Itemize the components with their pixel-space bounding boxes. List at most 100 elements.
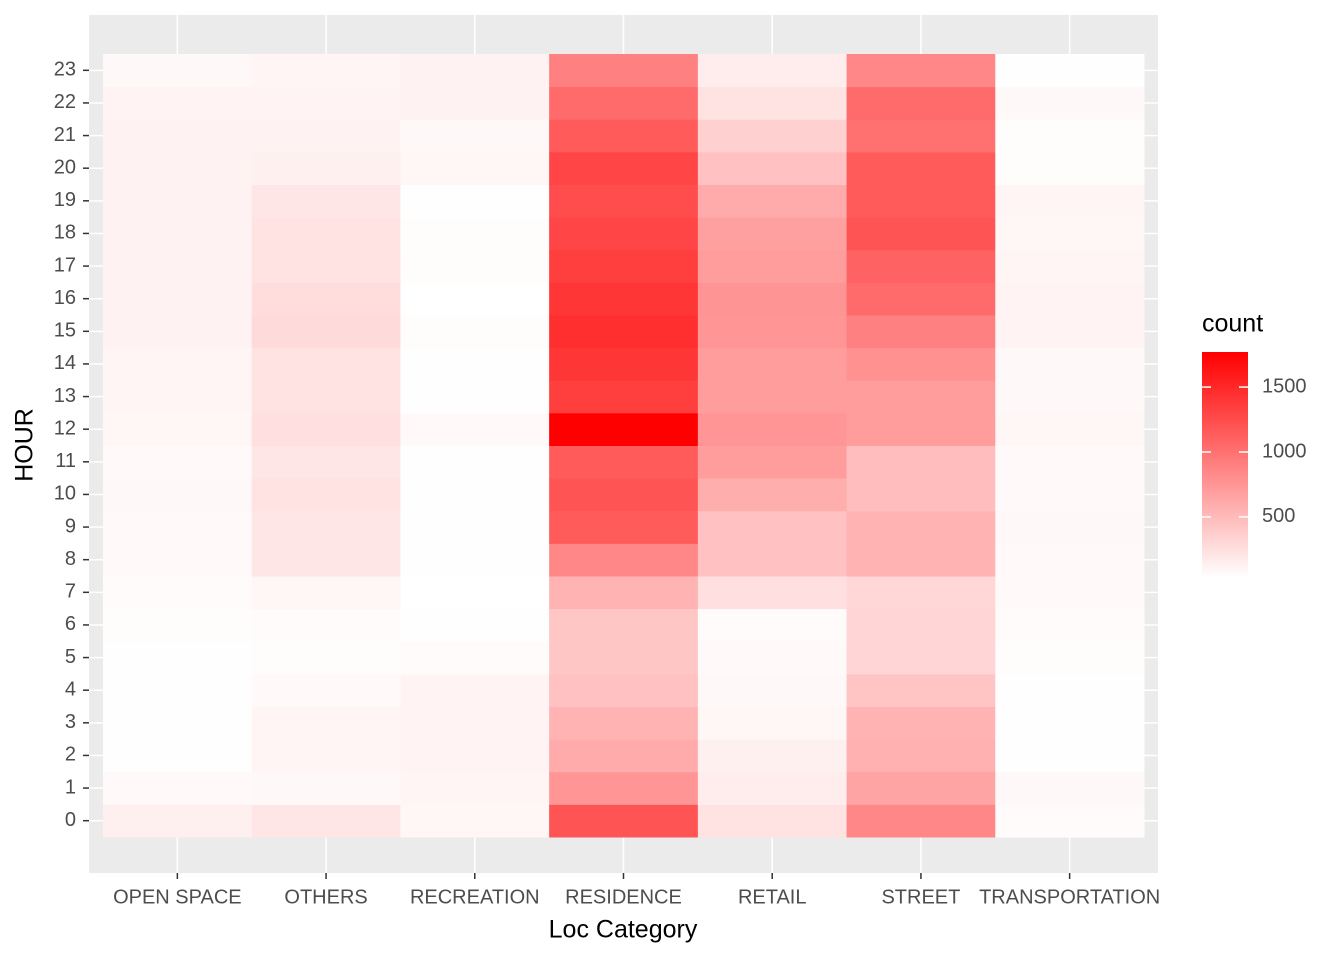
tile [103,706,253,740]
tile [400,804,550,838]
tile [549,217,699,251]
tile [846,771,996,805]
tile [400,86,550,120]
tile [549,608,699,642]
tile [400,706,550,740]
tile [251,249,401,283]
tile [995,445,1145,479]
legend-colorbar [1202,352,1248,578]
tile [251,380,401,414]
tile [103,641,253,675]
y-tick-label: 15 [54,320,76,342]
tile [400,445,550,479]
tile [251,543,401,577]
tile [995,706,1145,740]
tile [846,347,996,381]
tile [549,739,699,773]
legend-title: count [1202,310,1263,338]
tile [846,804,996,838]
tile [400,282,550,316]
tile [995,641,1145,675]
tile [251,739,401,773]
tile [549,282,699,316]
tile [103,315,253,349]
y-tick-label: 14 [54,352,76,374]
tile [251,217,401,251]
tile [251,184,401,218]
tile [995,282,1145,316]
tile [846,184,996,218]
tile [995,151,1145,185]
y-tick-label: 22 [54,91,76,113]
y-tick-label: 13 [54,385,76,407]
tile [103,739,253,773]
tile [103,119,253,153]
tile [103,249,253,283]
tile [846,380,996,414]
tile [103,445,253,479]
tile [251,510,401,544]
legend-tick-label: 500 [1262,505,1295,527]
y-tick-label: 20 [54,156,76,178]
tile [697,151,848,185]
tile [846,641,996,675]
tile [846,412,996,446]
tile [400,249,550,283]
tile [103,347,253,381]
tile [103,184,253,218]
tile [103,510,253,544]
tile [251,478,401,512]
tile [697,217,848,251]
tile [251,412,401,446]
tile [846,543,996,577]
tile [103,576,253,610]
tile [400,151,550,185]
tile [995,576,1145,610]
tile [251,771,401,805]
tile [103,217,253,251]
tile [995,739,1145,773]
tile [400,380,550,414]
tile [846,478,996,512]
tile [995,249,1145,283]
tile [846,706,996,740]
tile [995,54,1145,88]
tile [549,380,699,414]
tile [846,282,996,316]
tile [995,543,1145,577]
tile [549,54,699,88]
y-tick-label: 3 [65,711,76,733]
tile [697,184,848,218]
tile [846,119,996,153]
tile [697,347,848,381]
y-tick-label: 1 [65,776,76,798]
x-tick-label: OPEN SPACE [113,886,242,908]
tile [103,412,253,446]
y-tick-label: 11 [55,450,76,472]
tile [103,380,253,414]
tile [549,543,699,577]
y-tick-label: 21 [54,124,76,146]
tile [103,282,253,316]
y-tick-label: 23 [54,59,76,81]
tile [846,217,996,251]
tile [697,282,848,316]
tile [549,771,699,805]
tile [995,184,1145,218]
tile [251,576,401,610]
tile [549,151,699,185]
tile [846,739,996,773]
tile [251,54,401,88]
tile [251,445,401,479]
legend-tick-label: 1000 [1262,440,1307,462]
tile [549,119,699,153]
tile [103,804,253,838]
tile [103,771,253,805]
tile [995,315,1145,349]
tile [251,119,401,153]
tile [400,673,550,707]
tile [995,608,1145,642]
tile [400,576,550,610]
x-tick-label: OTHERS [284,886,367,908]
tile [103,86,253,120]
